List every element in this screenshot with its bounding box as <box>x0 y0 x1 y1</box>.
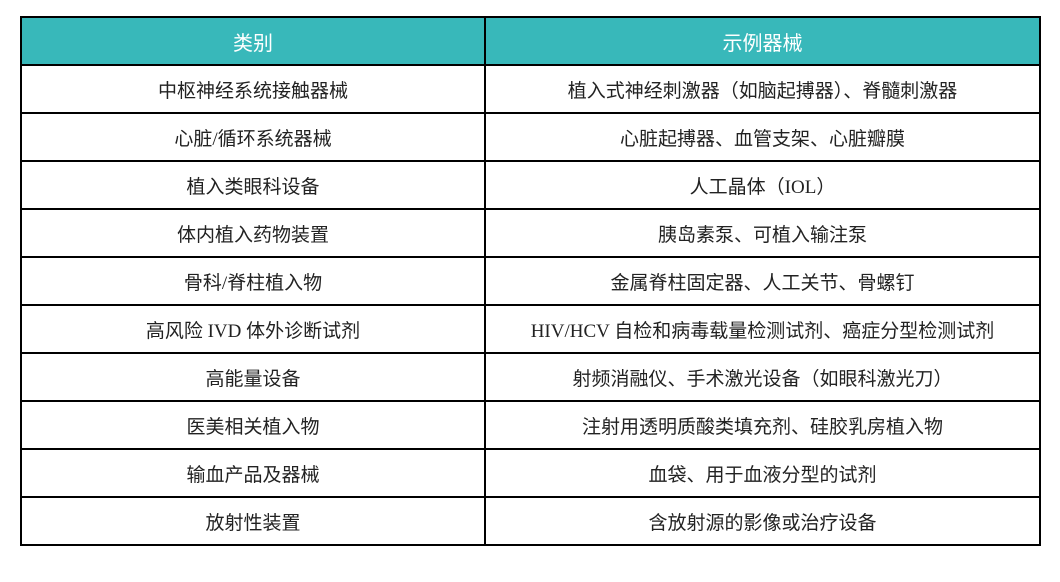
examples-cell: 血袋、用于血液分型的试剂 <box>484 448 1041 498</box>
category-cell: 骨科/脊柱植入物 <box>20 256 486 306</box>
table-row: 中枢神经系统接触器械 植入式神经刺激器（如脑起搏器）、脊髓刺激器 <box>20 64 1041 114</box>
category-cell: 中枢神经系统接触器械 <box>20 64 486 114</box>
table-row: 医美相关植入物 注射用透明质酸类填充剂、硅胶乳房植入物 <box>20 400 1041 450</box>
category-cell: 心脏/循环系统器械 <box>20 112 486 162</box>
header-row: 类别 示例器械 <box>20 16 1041 66</box>
category-cell: 高能量设备 <box>20 352 486 402</box>
examples-cell: HIV/HCV 自检和病毒载量检测试剂、癌症分型检测试剂 <box>484 304 1041 354</box>
examples-cell: 金属脊柱固定器、人工关节、骨螺钉 <box>484 256 1041 306</box>
table-row: 高风险 IVD 体外诊断试剂 HIV/HCV 自检和病毒载量检测试剂、癌症分型检测… <box>20 304 1041 354</box>
examples-cell: 射频消融仪、手术激光设备（如眼科激光刀） <box>484 352 1041 402</box>
examples-cell: 注射用透明质酸类填充剂、硅胶乳房植入物 <box>484 400 1041 450</box>
category-cell: 高风险 IVD 体外诊断试剂 <box>20 304 486 354</box>
table-row: 心脏/循环系统器械 心脏起搏器、血管支架、心脏瓣膜 <box>20 112 1041 162</box>
header-examples: 示例器械 <box>484 16 1041 66</box>
table-row: 植入类眼科设备 人工晶体（IOL） <box>20 160 1041 210</box>
category-cell: 医美相关植入物 <box>20 400 486 450</box>
header-category: 类别 <box>20 16 486 66</box>
category-cell: 植入类眼科设备 <box>20 160 486 210</box>
table-row: 输血产品及器械 血袋、用于血液分型的试剂 <box>20 448 1041 498</box>
device-category-table: 类别 示例器械 中枢神经系统接触器械 植入式神经刺激器（如脑起搏器）、脊髓刺激器心… <box>20 16 1041 546</box>
table-row: 高能量设备 射频消融仪、手术激光设备（如眼科激光刀） <box>20 352 1041 402</box>
examples-cell: 心脏起搏器、血管支架、心脏瓣膜 <box>484 112 1041 162</box>
category-cell: 体内植入药物装置 <box>20 208 486 258</box>
category-cell: 输血产品及器械 <box>20 448 486 498</box>
table-row: 放射性装置 含放射源的影像或治疗设备 <box>20 496 1041 546</box>
table-row: 体内植入药物装置 胰岛素泵、可植入输注泵 <box>20 208 1041 258</box>
examples-cell: 植入式神经刺激器（如脑起搏器）、脊髓刺激器 <box>484 64 1041 114</box>
examples-cell: 胰岛素泵、可植入输注泵 <box>484 208 1041 258</box>
examples-cell: 人工晶体（IOL） <box>484 160 1041 210</box>
table-row: 骨科/脊柱植入物 金属脊柱固定器、人工关节、骨螺钉 <box>20 256 1041 306</box>
category-cell: 放射性装置 <box>20 496 486 546</box>
examples-cell: 含放射源的影像或治疗设备 <box>484 496 1041 546</box>
